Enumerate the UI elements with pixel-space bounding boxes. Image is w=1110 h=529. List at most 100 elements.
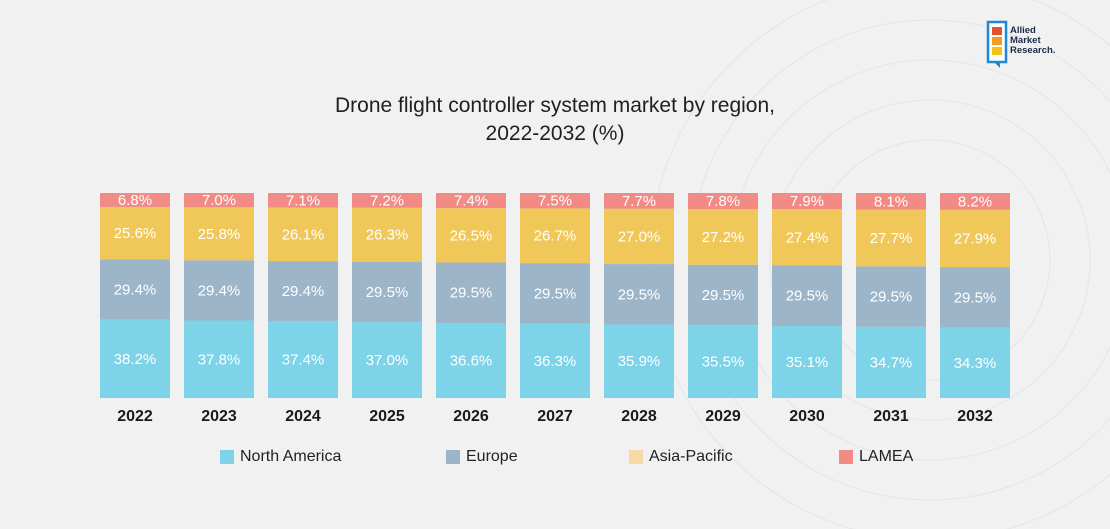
- bar-north-america-2031: [856, 326, 926, 398]
- bar-lamea-2024: [268, 193, 338, 208]
- logo-line1: Allied: [1010, 25, 1036, 36]
- data-label-asia-pacific-2022: 25.6%: [114, 225, 157, 242]
- legend-label-north-america: North America: [240, 448, 342, 465]
- bar-north-america-2027: [520, 323, 590, 398]
- data-label-north-america-2027: 36.3%: [534, 353, 577, 370]
- bar-europe-2031: [856, 266, 926, 327]
- data-label-lamea-2023: 7.0%: [202, 192, 236, 209]
- legend-label-europe: Europe: [466, 448, 518, 465]
- x-tick-label-2031: 2031: [873, 408, 909, 425]
- data-label-europe-2023: 29.4%: [198, 282, 241, 299]
- chart-title-line2: 2022-2032 (%): [485, 122, 625, 145]
- data-label-asia-pacific-2027: 26.7%: [534, 228, 577, 245]
- bar-asia-pacific-2022: [100, 206, 170, 260]
- bar-asia-pacific-2024: [268, 207, 338, 262]
- x-tick-label-2029: 2029: [705, 408, 741, 425]
- bar-lamea-2022: [100, 193, 170, 207]
- data-label-lamea-2028: 7.7%: [622, 193, 656, 210]
- data-label-lamea-2027: 7.5%: [538, 193, 572, 210]
- data-label-europe-2025: 29.5%: [366, 284, 409, 301]
- bar-north-america-2028: [604, 324, 674, 398]
- legend-item-asia-pacific: Asia-Pacific: [629, 448, 733, 466]
- legend-swatch-lamea: [839, 450, 853, 464]
- x-tick-label-2025: 2025: [369, 408, 405, 425]
- data-label-lamea-2022: 6.8%: [118, 192, 152, 209]
- bar-north-america-2025: [352, 322, 422, 398]
- logo-line3: Research.: [1010, 45, 1056, 56]
- chart-legend: North America Europe Asia-Pacific LAMEA: [0, 448, 1110, 468]
- bar-asia-pacific-2026: [436, 208, 506, 263]
- data-label-lamea-2024: 7.1%: [286, 192, 320, 209]
- bar-europe-2025: [352, 261, 422, 323]
- data-label-north-america-2030: 35.1%: [786, 354, 829, 371]
- bar-lamea-2027: [520, 193, 590, 209]
- logo-line2: Market: [1010, 35, 1041, 46]
- x-tick-label-2022: 2022: [117, 408, 153, 425]
- x-tick-label-2026: 2026: [453, 408, 489, 425]
- allied-market-research-logo: Allied Market Research.: [986, 20, 1096, 72]
- x-tick-label-2030: 2030: [789, 408, 825, 425]
- data-label-north-america-2026: 36.6%: [450, 352, 493, 369]
- bar-europe-2030: [772, 265, 842, 326]
- bar-asia-pacific-2027: [520, 208, 590, 264]
- bar-asia-pacific-2028: [604, 208, 674, 265]
- data-label-europe-2030: 29.5%: [786, 288, 829, 305]
- data-label-north-america-2029: 35.5%: [702, 354, 745, 371]
- legend-item-lamea: LAMEA: [839, 448, 913, 466]
- chart-title: Drone flight controller system market by…: [0, 92, 1110, 148]
- bar-lamea-2029: [688, 193, 758, 209]
- data-label-asia-pacific-2031: 27.7%: [870, 230, 913, 247]
- data-label-europe-2022: 29.4%: [114, 282, 157, 299]
- data-label-lamea-2026: 7.4%: [454, 193, 488, 210]
- data-label-asia-pacific-2023: 25.8%: [198, 226, 241, 243]
- data-label-europe-2026: 29.5%: [450, 285, 493, 302]
- bar-lamea-2030: [772, 193, 842, 210]
- bar-europe-2032: [940, 267, 1010, 328]
- bar-europe-2027: [520, 263, 590, 324]
- legend-swatch-asia-pacific: [629, 450, 643, 464]
- bar-asia-pacific-2031: [856, 209, 926, 267]
- data-label-lamea-2025: 7.2%: [370, 192, 404, 209]
- data-label-europe-2029: 29.5%: [702, 287, 745, 304]
- bar-europe-2023: [184, 260, 254, 321]
- data-label-asia-pacific-2029: 27.2%: [702, 229, 745, 246]
- bar-lamea-2032: [940, 193, 1010, 210]
- chart-title-line1: Drone flight controller system market by…: [334, 94, 775, 117]
- bar-lamea-2031: [856, 193, 926, 210]
- bar-lamea-2028: [604, 193, 674, 209]
- bar-asia-pacific-2023: [184, 207, 254, 261]
- legend-label-asia-pacific: Asia-Pacific: [649, 448, 733, 465]
- data-label-north-america-2028: 35.9%: [618, 353, 661, 370]
- legend-item-north-america: North America: [220, 448, 341, 466]
- bar-asia-pacific-2025: [352, 207, 422, 262]
- x-tick-label-2024: 2024: [285, 408, 321, 425]
- bar-asia-pacific-2030: [772, 209, 842, 266]
- data-label-asia-pacific-2032: 27.9%: [954, 230, 997, 247]
- bar-lamea-2025: [352, 193, 422, 208]
- legend-label-lamea: LAMEA: [859, 448, 914, 465]
- bar-north-america-2023: [184, 320, 254, 398]
- logo-mark-icon: [986, 20, 1008, 68]
- data-label-lamea-2029: 7.8%: [706, 193, 740, 210]
- x-tick-label-2023: 2023: [201, 408, 237, 425]
- data-label-north-america-2032: 34.3%: [954, 355, 997, 372]
- bar-europe-2024: [268, 261, 338, 322]
- bar-north-america-2024: [268, 321, 338, 398]
- data-label-europe-2024: 29.4%: [282, 283, 325, 300]
- bar-north-america-2030: [772, 325, 842, 398]
- bar-north-america-2022: [100, 319, 170, 398]
- data-label-asia-pacific-2030: 27.4%: [786, 229, 829, 246]
- data-label-north-america-2031: 34.7%: [870, 354, 913, 371]
- x-tick-label-2032: 2032: [957, 408, 993, 425]
- x-tick-label-2028: 2028: [621, 408, 657, 425]
- data-label-lamea-2030: 7.9%: [790, 193, 824, 210]
- data-label-lamea-2032: 8.2%: [958, 193, 992, 210]
- data-label-asia-pacific-2028: 27.0%: [618, 228, 661, 245]
- bar-europe-2022: [100, 259, 170, 320]
- bar-north-america-2026: [436, 322, 506, 398]
- data-label-north-america-2025: 37.0%: [366, 352, 409, 369]
- bar-europe-2029: [688, 264, 758, 326]
- data-label-asia-pacific-2024: 26.1%: [282, 226, 325, 243]
- bar-north-america-2032: [940, 327, 1010, 398]
